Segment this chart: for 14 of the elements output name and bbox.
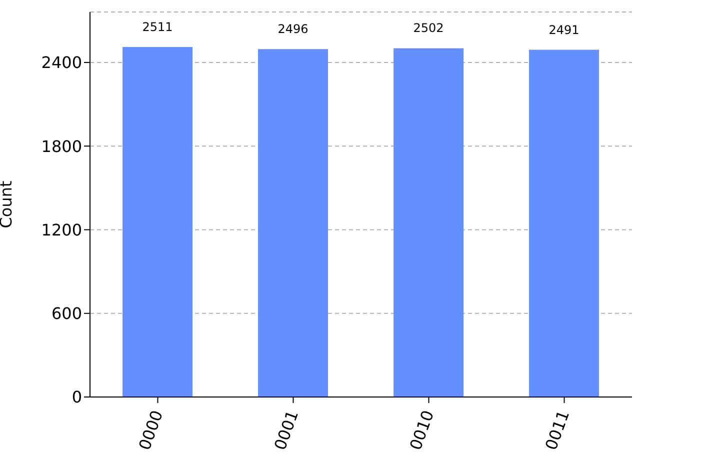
x-tick-label: 0000 (134, 408, 167, 453)
y-tick-label: 1200 (41, 220, 82, 240)
x-tick-label: 0011 (541, 408, 574, 453)
y-tick-label: 0 (72, 388, 82, 407)
x-tick-label: 0001 (270, 408, 302, 453)
data-label: 2491 (548, 22, 580, 37)
data-label: 2502 (413, 21, 444, 36)
y-tick-label: 2400 (41, 53, 82, 72)
x-tick-label: 0010 (406, 408, 438, 453)
data-label: 2496 (278, 22, 308, 36)
data-label: 2511 (142, 20, 173, 34)
y-axis-title: Count (0, 180, 16, 228)
y-tick-label: 1800 (41, 136, 82, 156)
y-tick-label: 600 (51, 304, 82, 324)
